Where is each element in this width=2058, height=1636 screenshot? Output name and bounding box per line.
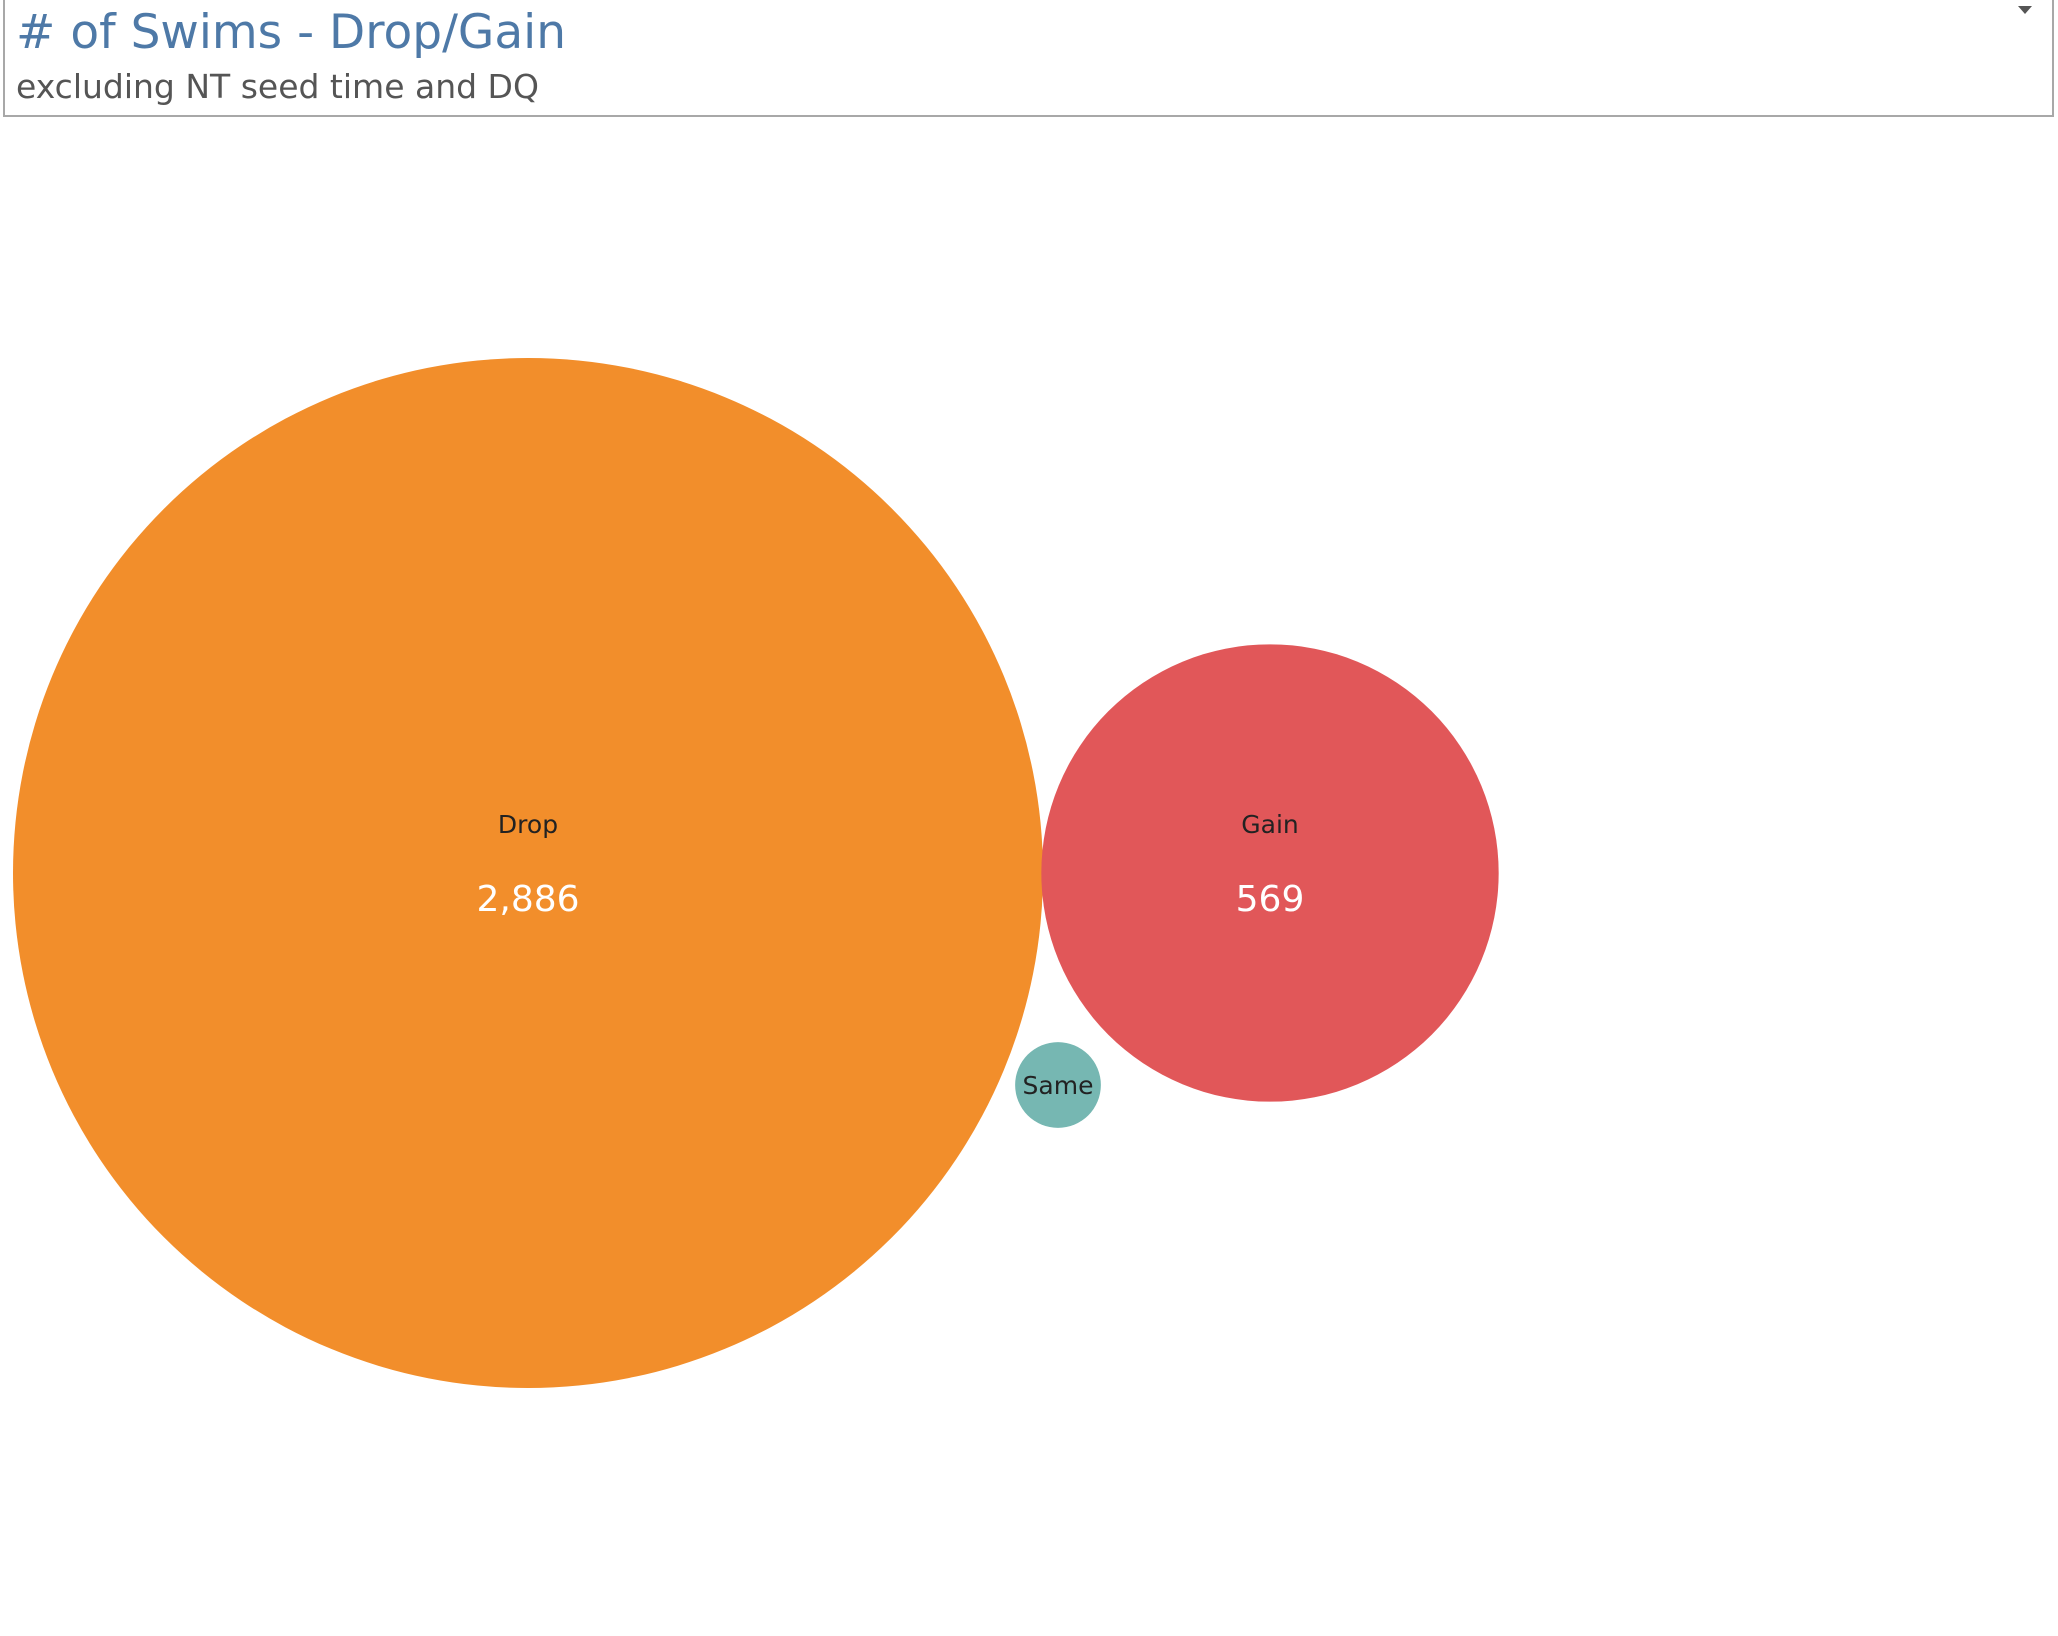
chart-subtitle: excluding NT seed time and DQ xyxy=(16,67,539,106)
bubble-gain[interactable]: Gain 569 xyxy=(1041,644,1499,1102)
caret-down-icon[interactable] xyxy=(2018,6,2032,14)
bubble-drop-value: 2,886 xyxy=(476,879,579,920)
bubble-same[interactable]: Same xyxy=(1015,1042,1101,1128)
bubble-same-label: Same xyxy=(1023,1071,1094,1100)
bubble-gain-label: Gain xyxy=(1241,810,1298,839)
chart-title: # of Swims - Drop/Gain xyxy=(16,5,566,60)
bubble-same-circle[interactable] xyxy=(1015,1042,1101,1128)
bubble-chart-svg: Drop 2,886 Gain 569 Same xyxy=(13,358,1499,1388)
bubble-drop[interactable]: Drop 2,886 xyxy=(13,358,1043,1388)
bubble-chart: Drop 2,886 Gain 569 Same xyxy=(0,117,2058,1636)
bubble-drop-circle[interactable] xyxy=(13,358,1043,1388)
bubble-drop-label: Drop xyxy=(498,810,558,839)
bubble-gain-circle[interactable] xyxy=(1041,644,1499,1102)
title-panel: # of Swims - Drop/Gain excluding NT seed… xyxy=(3,0,2054,117)
bubble-gain-value: 569 xyxy=(1236,879,1305,920)
